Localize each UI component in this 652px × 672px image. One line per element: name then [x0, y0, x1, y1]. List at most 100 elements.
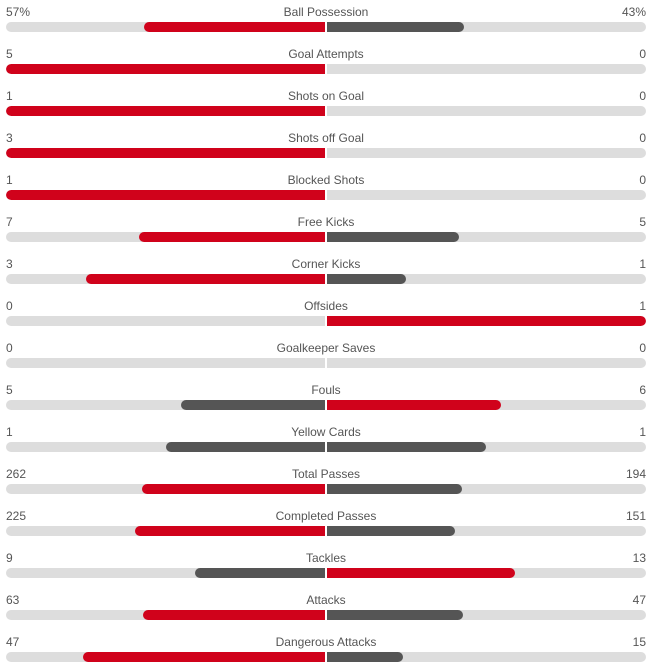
home-value: 5	[6, 47, 13, 61]
comparison-bar	[6, 358, 646, 368]
away-value: 0	[639, 173, 646, 187]
home-value: 1	[6, 425, 13, 439]
bar-center-divider	[325, 232, 327, 242]
home-bar	[86, 274, 326, 284]
bar-center-divider	[325, 568, 327, 578]
bar-center-divider	[325, 274, 327, 284]
away-value: 0	[639, 341, 646, 355]
comparison-bar	[6, 274, 646, 284]
stat-row: 262 Total Passes 194	[0, 462, 652, 504]
stat-row: 225 Completed Passes 151	[0, 504, 652, 546]
away-bar	[326, 610, 463, 620]
stat-label: Fouls	[311, 383, 341, 397]
comparison-bar	[6, 442, 646, 452]
stat-label: Total Passes	[291, 467, 361, 481]
stat-label: Ball Possession	[283, 5, 369, 19]
stat-label: Blocked Shots	[287, 173, 365, 187]
stat-label: Completed Passes	[275, 509, 377, 523]
home-bar	[135, 526, 326, 536]
stat-row: 0 Goalkeeper Saves 0	[0, 336, 652, 378]
bar-center-divider	[325, 526, 327, 536]
comparison-bar	[6, 484, 646, 494]
stat-row: 5 Goal Attempts 0	[0, 42, 652, 84]
away-bar	[326, 274, 406, 284]
away-bar	[326, 652, 403, 662]
stat-label: Goalkeeper Saves	[276, 341, 376, 355]
stat-label: Tackles	[305, 551, 346, 565]
bar-center-divider	[325, 484, 327, 494]
home-value: 5	[6, 383, 13, 397]
away-value: 47	[632, 593, 646, 607]
stat-row: 1 Blocked Shots 0	[0, 168, 652, 210]
home-value: 63	[6, 593, 20, 607]
comparison-bar	[6, 610, 646, 620]
bar-center-divider	[325, 64, 327, 74]
away-bar	[326, 568, 515, 578]
home-bar	[139, 232, 326, 242]
away-value: 5	[639, 215, 646, 229]
home-bar	[142, 484, 326, 494]
bar-center-divider	[325, 442, 327, 452]
bar-center-divider	[325, 610, 327, 620]
home-bar	[83, 652, 326, 662]
comparison-bar	[6, 652, 646, 662]
comparison-bar	[6, 232, 646, 242]
stat-label: Shots off Goal	[288, 131, 364, 145]
away-value: 1	[639, 257, 646, 271]
away-value: 151	[625, 509, 646, 523]
stat-row: 0 Offsides 1	[0, 294, 652, 336]
stat-row: 63 Attacks 47	[0, 588, 652, 630]
bar-center-divider	[325, 652, 327, 662]
home-bar	[195, 568, 326, 578]
home-value: 7	[6, 215, 13, 229]
home-bar	[143, 610, 326, 620]
comparison-bar	[6, 22, 646, 32]
comparison-bar	[6, 148, 646, 158]
comparison-bar	[6, 64, 646, 74]
stat-label: Free Kicks	[297, 215, 355, 229]
home-value: 9	[6, 551, 13, 565]
bar-center-divider	[325, 106, 327, 116]
away-value: 0	[639, 89, 646, 103]
comparison-bar	[6, 316, 646, 326]
home-value: 0	[6, 341, 13, 355]
away-value: 6	[639, 383, 646, 397]
away-bar	[326, 400, 501, 410]
away-bar	[326, 484, 462, 494]
bar-center-divider	[325, 316, 327, 326]
away-value: 43%	[621, 5, 646, 19]
away-bar	[326, 22, 464, 32]
stat-row: 5 Fouls 6	[0, 378, 652, 420]
away-value: 0	[639, 47, 646, 61]
stat-row: 47 Dangerous Attacks 15	[0, 630, 652, 672]
bar-center-divider	[325, 400, 327, 410]
stat-label: Yellow Cards	[291, 425, 361, 439]
home-bar	[6, 64, 326, 74]
stat-row: 3 Shots off Goal 0	[0, 126, 652, 168]
home-value: 57%	[6, 5, 31, 19]
home-bar	[144, 22, 326, 32]
home-value: 3	[6, 131, 13, 145]
home-value: 225	[6, 509, 27, 523]
bar-center-divider	[325, 358, 327, 368]
bar-center-divider	[325, 22, 327, 32]
home-bar	[6, 148, 326, 158]
home-value: 47	[6, 635, 20, 649]
home-value: 1	[6, 89, 13, 103]
stat-label: Dangerous Attacks	[275, 635, 377, 649]
stat-label: Goal Attempts	[288, 47, 364, 61]
home-bar	[6, 190, 326, 200]
comparison-bar	[6, 526, 646, 536]
stat-row: 57% Ball Possession 43%	[0, 0, 652, 42]
stat-label: Offsides	[304, 299, 348, 313]
home-bar	[181, 400, 326, 410]
home-bar	[166, 442, 326, 452]
home-value: 0	[6, 299, 13, 313]
away-value: 13	[632, 551, 646, 565]
bar-center-divider	[325, 148, 327, 158]
home-bar	[6, 106, 326, 116]
away-value: 15	[632, 635, 646, 649]
bar-center-divider	[325, 190, 327, 200]
stat-label: Attacks	[306, 593, 346, 607]
stat-row: 7 Free Kicks 5	[0, 210, 652, 252]
